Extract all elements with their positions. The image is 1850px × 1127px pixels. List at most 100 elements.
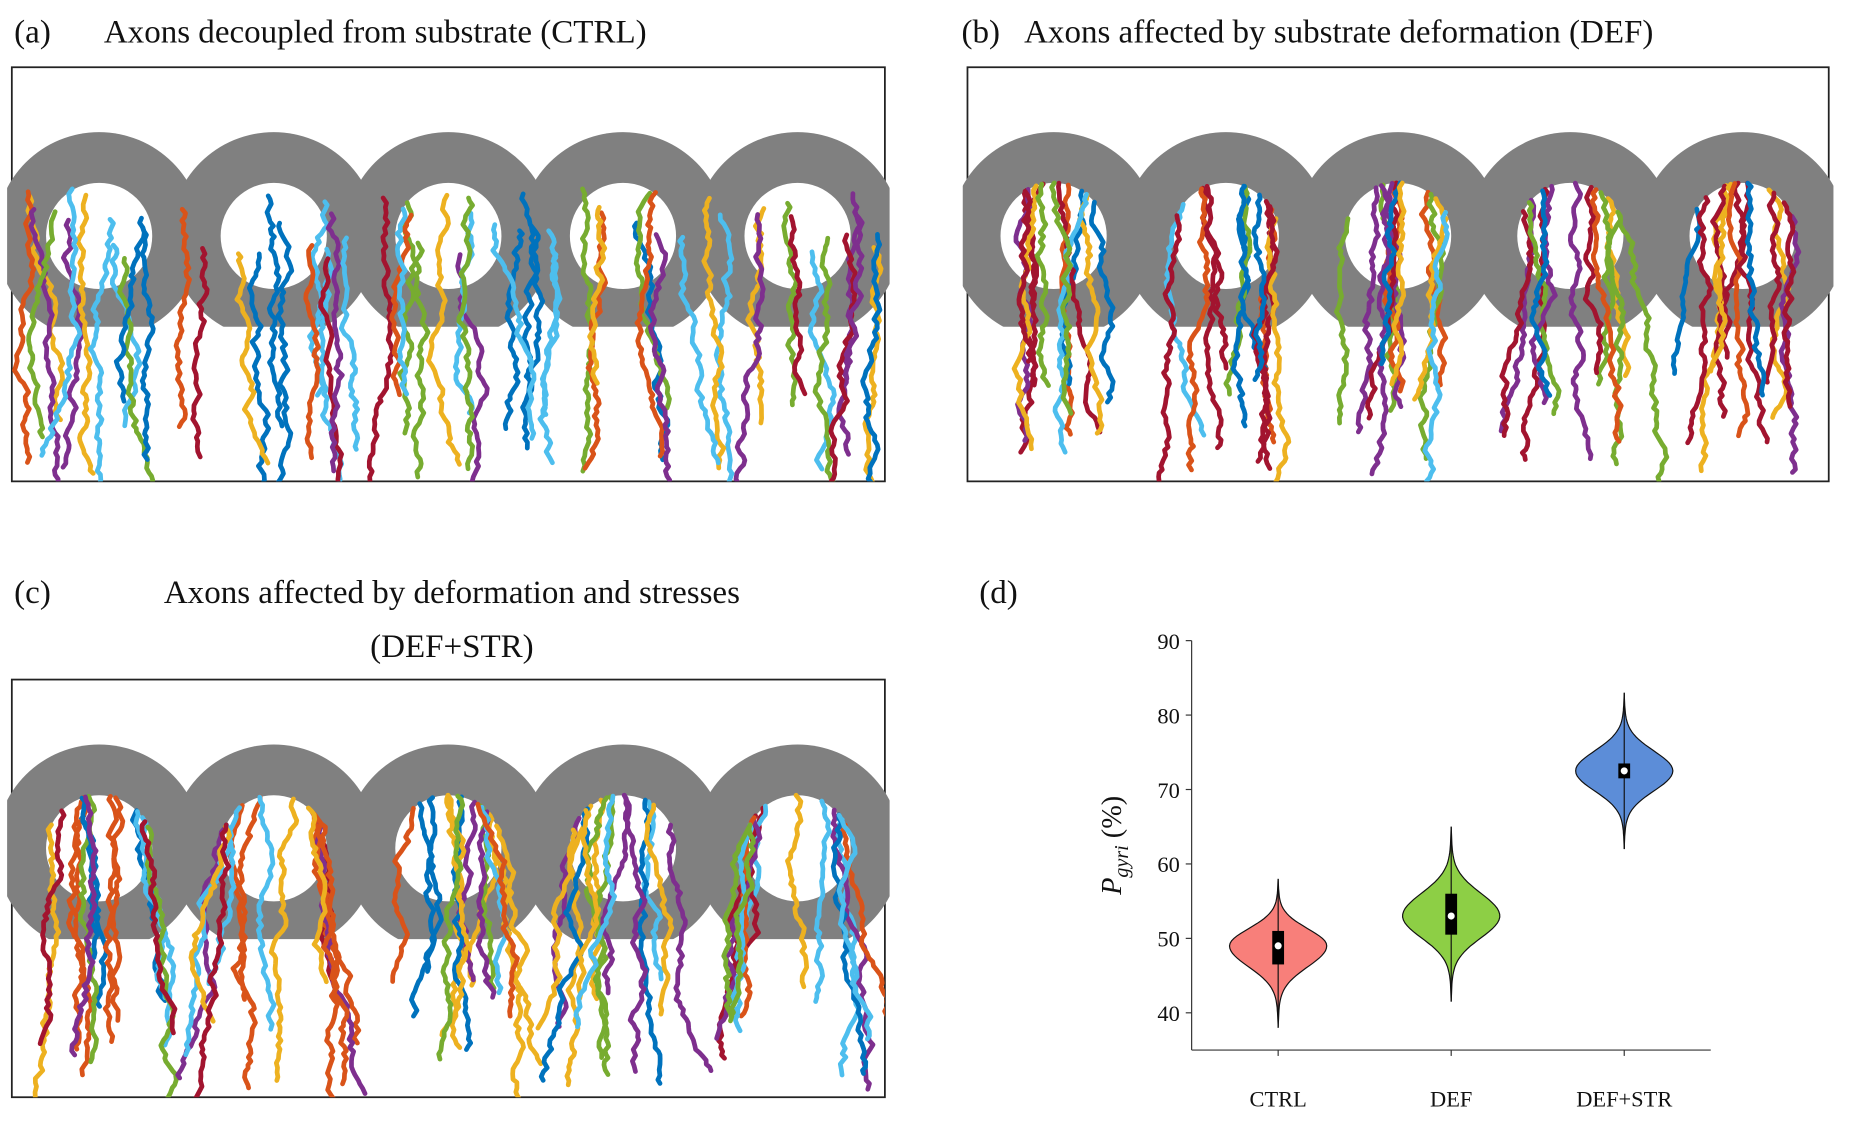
axon [1781,200,1797,409]
axon [1422,210,1450,482]
y-tick-label: 90 [1157,629,1179,654]
axon [1049,180,1074,416]
axon [677,234,721,466]
y-label-unit: (%) [1097,796,1128,838]
axon [1016,188,1037,364]
axon [733,212,766,482]
axon [102,794,119,1045]
axon [475,809,497,1000]
axon [325,211,345,474]
axon [39,186,83,458]
simulation-panel [962,66,1834,483]
x-tick-label: DEF [1430,1087,1472,1112]
axon [1604,209,1627,467]
axon [1185,186,1211,473]
axon [234,251,271,466]
axon [264,193,285,429]
axon [1389,180,1407,387]
axon [1778,213,1802,475]
median-dot [1274,942,1282,950]
axon [1251,192,1267,383]
simulation-panel [7,66,890,483]
axons [12,186,884,482]
axon [144,824,179,1098]
axon [622,792,649,1074]
axon [1567,180,1594,462]
axon [113,224,147,404]
gyrus-inner [46,182,153,290]
axon [390,805,416,984]
y-tick-label: 80 [1157,703,1179,728]
axon [494,823,531,1098]
axon [1355,185,1381,435]
axon [479,804,510,996]
y-tick-label: 70 [1157,778,1179,803]
axon [1616,212,1670,482]
axon [592,794,616,1060]
axon [426,192,462,467]
y-label-main: P [1097,878,1128,896]
axons [32,792,885,1098]
median-dot [1447,912,1455,920]
axon [475,801,520,1019]
panel-label: (a) [14,14,51,50]
axon [1708,181,1735,374]
axon [1582,184,1604,376]
axon [303,243,321,461]
axon [728,822,756,1019]
x-tick-label: DEF+STR [1576,1087,1672,1112]
axon [573,793,617,1030]
axon [311,821,342,1098]
axon [1418,189,1449,388]
axon [576,808,600,1001]
axon [1052,191,1089,455]
panel-label: (c) [14,575,51,611]
axon [275,220,295,482]
axon [109,795,126,1023]
panel-label: (d) [979,575,1017,611]
axon [60,217,86,470]
axon [188,824,232,1024]
axon [397,240,425,436]
y-label-sub: gyri [1111,845,1133,877]
axon [1011,183,1039,452]
substrate [7,132,890,327]
substrate-shapes [7,132,890,327]
axon [713,212,735,482]
axon [456,195,476,472]
axon [1334,216,1351,426]
panel-title: Axons affected by substrate deformation … [1024,14,1653,50]
axon [1499,209,1535,438]
axons [1011,180,1802,482]
axon [843,191,865,381]
axon [1264,216,1292,482]
axon [28,207,61,482]
axon [137,215,156,462]
axon [1744,180,1767,398]
axon [1526,200,1562,417]
panel-title: Axons decoupled from substrate (CTRL) [104,14,647,50]
axon [785,792,810,990]
axon [305,805,329,985]
axon [26,209,58,440]
axon [312,812,350,1087]
y-tick-label: 60 [1157,852,1179,877]
axon [1596,190,1616,387]
axon [1670,206,1703,376]
axon [587,204,608,386]
axon [643,802,675,1017]
axon [535,827,578,1031]
axon [318,256,344,482]
axon [666,822,714,1074]
axon [436,793,466,1062]
axon [401,200,431,480]
axon [117,256,156,482]
y-tick-label: 40 [1157,1001,1179,1026]
panel-label: (b) [962,14,1000,50]
axon [1077,192,1105,436]
axon [1379,180,1403,367]
axon [840,822,885,1018]
axon [66,794,89,1052]
axon [490,222,537,441]
